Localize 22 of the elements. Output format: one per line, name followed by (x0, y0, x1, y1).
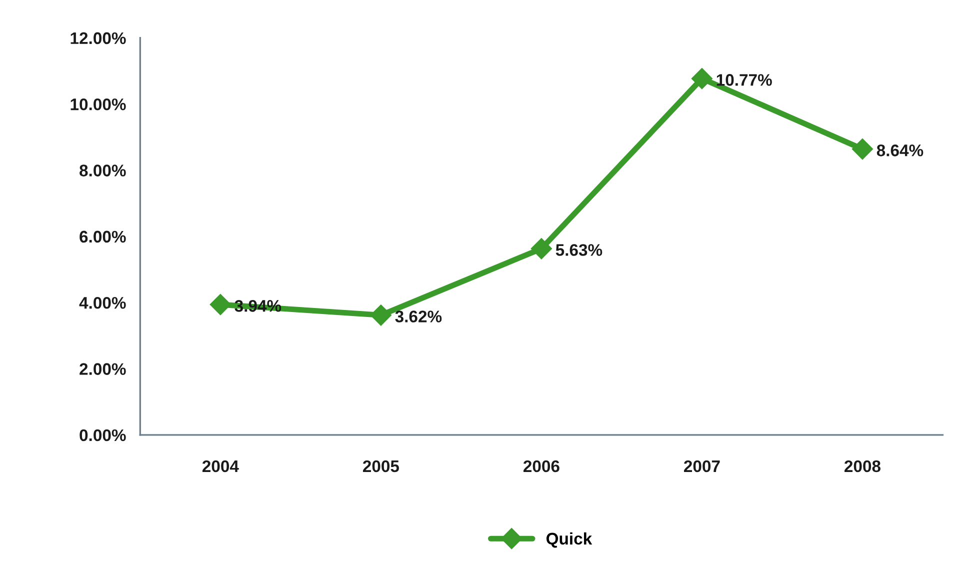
x-tick-label: 2005 (362, 460, 400, 472)
point (370, 304, 392, 326)
point (691, 68, 712, 90)
x-tick-label: 2004 (202, 460, 239, 472)
x-tick-label: 2007 (684, 460, 720, 472)
data-label: 3.62% (395, 310, 442, 322)
x-tick-label: 2006 (523, 460, 560, 472)
y-tick-label: 6.00% (80, 230, 126, 243)
y-tick-label: 8.00% (80, 164, 126, 176)
y-tick-label: 4.00% (79, 296, 126, 309)
point (210, 294, 231, 316)
legend-label: Quick (546, 532, 592, 548)
point (852, 138, 873, 160)
data-label: 5.63% (556, 244, 602, 256)
x-tick-label: 2008 (844, 460, 880, 472)
data-label: 10.77% (716, 74, 772, 86)
y-tick-label: 0.00% (80, 429, 126, 442)
y-tick-label: 10.00% (70, 98, 126, 110)
data-label: 8.64% (876, 144, 924, 156)
point (530, 238, 552, 260)
y-tick-label: 2.00% (80, 363, 126, 375)
y-tick-label: 12.00% (70, 32, 126, 44)
